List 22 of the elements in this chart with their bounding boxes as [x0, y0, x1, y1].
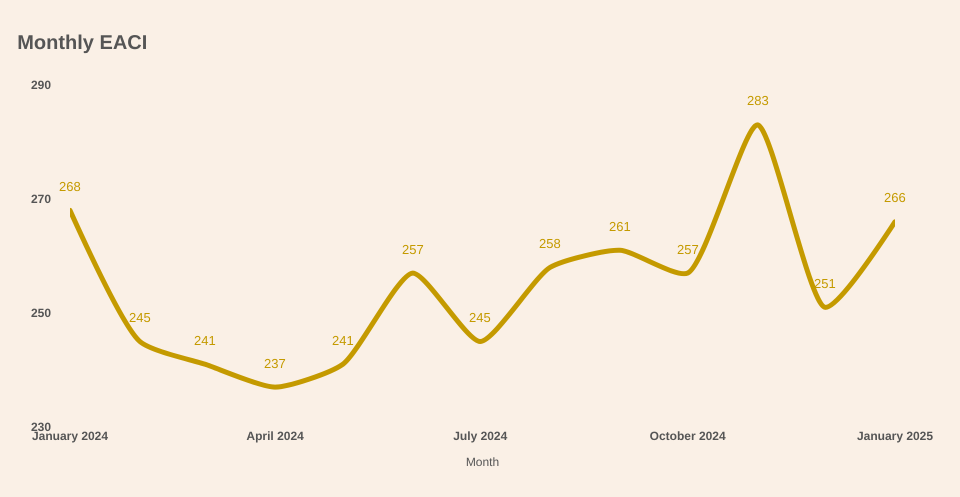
data-label: 257 [677, 242, 699, 257]
data-label: 268 [59, 179, 81, 194]
x-tick-label: October 2024 [650, 429, 726, 443]
chart-title: Monthly EACI [17, 32, 148, 54]
data-label: 283 [747, 93, 769, 108]
x-axis-title: Month [466, 454, 500, 469]
data-label: 251 [814, 276, 836, 291]
data-label: 266 [884, 190, 906, 205]
data-label: 258 [539, 236, 561, 251]
data-label: 261 [609, 219, 631, 234]
data-label: 241 [332, 333, 354, 348]
x-tick-label: April 2024 [246, 429, 304, 443]
y-tick-label: 290 [30, 78, 52, 92]
data-label: 237 [264, 356, 286, 371]
data-label: 241 [194, 333, 216, 348]
data-label: 245 [469, 310, 491, 325]
y-tick-label: 250 [30, 306, 52, 320]
x-tick-label: January 2025 [856, 429, 934, 443]
x-tick-label: July 2024 [453, 429, 508, 443]
data-label: 257 [402, 242, 424, 257]
data-label: 245 [129, 310, 151, 325]
y-tick-label: 270 [30, 192, 52, 206]
